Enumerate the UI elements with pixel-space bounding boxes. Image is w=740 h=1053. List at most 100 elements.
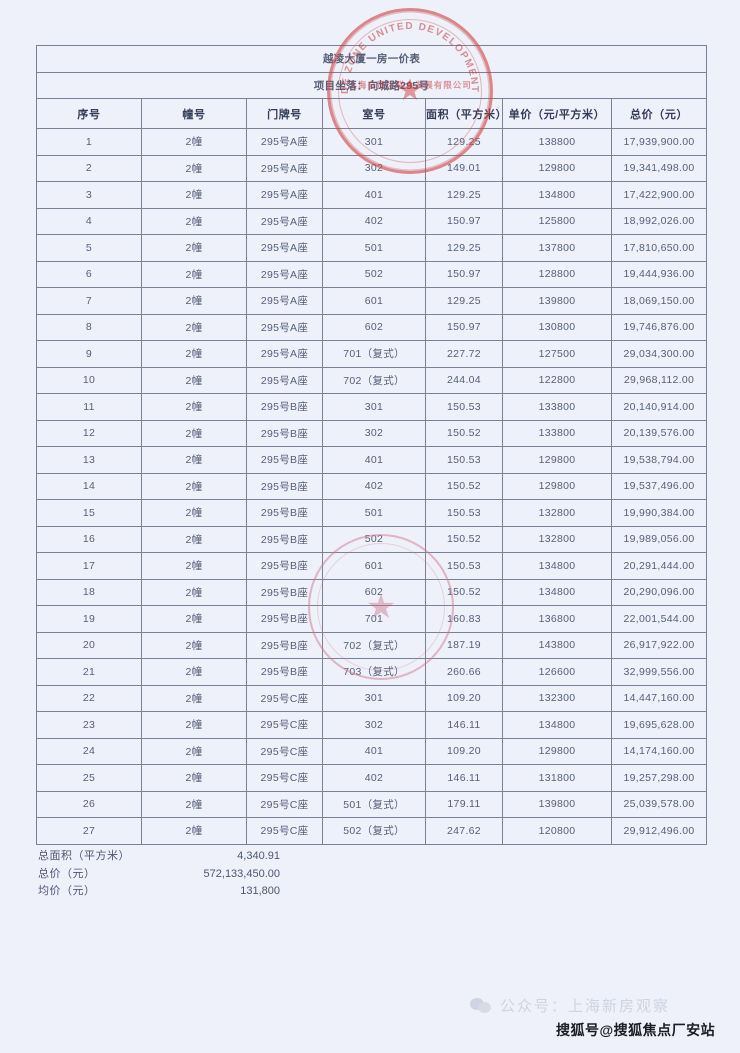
cell-building: 2幢 bbox=[141, 393, 247, 421]
table-row: 4 2幢 295号A座 402 150.97 125800 18,992,026.00 bbox=[36, 207, 708, 235]
cell-address: 295号A座 bbox=[246, 287, 323, 315]
cell-area: 227.72 bbox=[425, 340, 503, 368]
cell-unit-price: 126600 bbox=[502, 658, 612, 686]
cell-building: 2幢 bbox=[141, 711, 247, 739]
cell-index: 4 bbox=[36, 207, 142, 235]
cell-unit-price: 129800 bbox=[502, 446, 612, 474]
cell-building: 2幢 bbox=[141, 181, 247, 209]
cell-building: 2幢 bbox=[141, 817, 247, 845]
cell-area: 129.25 bbox=[425, 287, 503, 315]
table-row: 27 2幢 295号C座 502（复式） 247.62 120800 29,912,496.… bbox=[36, 817, 708, 845]
table-row: 23 2幢 295号C座 302 146.11 134800 19,695,628.00 bbox=[36, 711, 708, 739]
cell-total: 25,039,578.00 bbox=[610, 790, 708, 818]
cell-unit: 402 bbox=[322, 764, 426, 792]
cell-unit: 501（复式） bbox=[322, 790, 426, 818]
cell-building: 2幢 bbox=[141, 472, 247, 500]
cell-unit: 401 bbox=[322, 181, 426, 209]
cell-total: 17,939,900.00 bbox=[610, 128, 708, 156]
cell-building: 2幢 bbox=[141, 631, 247, 659]
cell-area: 150.52 bbox=[425, 578, 503, 606]
cell-index: 22 bbox=[36, 684, 142, 712]
cell-area: 150.53 bbox=[425, 499, 503, 527]
wechat-icon bbox=[470, 997, 492, 1015]
cell-address: 295号C座 bbox=[246, 764, 323, 792]
cell-area: 146.11 bbox=[425, 711, 503, 739]
cell-unit: 601 bbox=[322, 552, 426, 580]
cell-building: 2幢 bbox=[141, 287, 247, 315]
cell-index: 20 bbox=[36, 631, 142, 659]
cell-building: 2幢 bbox=[141, 154, 247, 182]
cell-building: 2幢 bbox=[141, 313, 247, 341]
cell-building: 2幢 bbox=[141, 578, 247, 606]
cell-index: 25 bbox=[36, 764, 142, 792]
cell-index: 6 bbox=[36, 260, 142, 288]
cell-area: 187.19 bbox=[425, 631, 503, 659]
cell-index: 2 bbox=[36, 154, 142, 182]
table-row: 16 2幢 295号B座 502 150.52 132800 19,989,056.00 bbox=[36, 525, 708, 553]
cell-unit-price: 122800 bbox=[502, 366, 612, 394]
cell-index: 13 bbox=[36, 446, 142, 474]
cell-unit: 502（复式） bbox=[322, 817, 426, 845]
cell-index: 27 bbox=[36, 817, 142, 845]
table-row: 5 2幢 295号A座 501 129.25 137800 17,810,650.00 bbox=[36, 234, 708, 262]
cell-building: 2幢 bbox=[141, 790, 247, 818]
summary-row: 总面积（平方米） 4,340.91 bbox=[38, 848, 280, 866]
column-header-unit: 室号 bbox=[322, 98, 426, 129]
cell-index: 8 bbox=[36, 313, 142, 341]
cell-area: 247.62 bbox=[425, 817, 503, 845]
cell-index: 11 bbox=[36, 393, 142, 421]
cell-total: 14,447,160.00 bbox=[610, 684, 708, 712]
cell-area: 150.97 bbox=[425, 313, 503, 341]
cell-unit-price: 132800 bbox=[502, 525, 612, 553]
cell-unit: 502 bbox=[322, 525, 426, 553]
cell-unit-price: 132800 bbox=[502, 499, 612, 527]
cell-index: 15 bbox=[36, 499, 142, 527]
cell-address: 295号A座 bbox=[246, 128, 323, 156]
subtitle-row: 项目坐落：向城路295号 bbox=[35, 71, 708, 99]
table-row: 19 2幢 295号B座 701 160.83 136800 22,001,544.00 bbox=[36, 605, 708, 633]
cell-unit-price: 138800 bbox=[502, 128, 612, 156]
cell-index: 23 bbox=[36, 711, 142, 739]
cell-total: 19,538,794.00 bbox=[610, 446, 708, 474]
cell-index: 1 bbox=[36, 128, 142, 156]
wechat-account-label: 公众号：上海新房观察 bbox=[500, 998, 671, 1015]
table-row: 2 2幢 295号A座 302 149.01 129800 19,341,498.00 bbox=[36, 154, 708, 182]
summary-label: 均价（元） bbox=[38, 885, 96, 897]
cell-index: 21 bbox=[36, 658, 142, 686]
cell-unit-price: 134800 bbox=[502, 711, 612, 739]
cell-index: 18 bbox=[36, 578, 142, 606]
cell-total: 19,989,056.00 bbox=[610, 525, 708, 553]
price-table: 越凌大厦一房一价表 项目坐落：向城路295号 序号 幢号 门牌号 室号 面积（平… bbox=[35, 45, 708, 845]
cell-total: 17,810,650.00 bbox=[610, 234, 708, 262]
cell-index: 9 bbox=[36, 340, 142, 368]
table-row: 11 2幢 295号B座 301 150.53 133800 20,140,914.00 bbox=[36, 393, 708, 421]
wechat-watermark: 公众号：上海新房观察 bbox=[470, 995, 670, 1016]
wechat-bubble-small bbox=[478, 1001, 491, 1013]
cell-index: 16 bbox=[36, 525, 142, 553]
cell-building: 2幢 bbox=[141, 525, 247, 553]
cell-unit-price: 134800 bbox=[502, 578, 612, 606]
cell-area: 129.25 bbox=[425, 128, 503, 156]
cell-index: 7 bbox=[36, 287, 142, 315]
cell-unit: 402 bbox=[322, 207, 426, 235]
table-row: 3 2幢 295号A座 401 129.25 134800 17,422,900.00 bbox=[36, 181, 708, 209]
title-row: 越凌大厦一房一价表 bbox=[35, 45, 708, 73]
column-header-total: 总价（元） bbox=[610, 98, 708, 129]
cell-area: 179.11 bbox=[425, 790, 503, 818]
cell-unit-price: 129800 bbox=[502, 737, 612, 765]
cell-total: 18,992,026.00 bbox=[610, 207, 708, 235]
table-row: 13 2幢 295号B座 401 150.53 129800 19,538,794.00 bbox=[36, 446, 708, 474]
cell-unit: 703（复式） bbox=[322, 658, 426, 686]
project-location: 项目坐落：向城路295号 bbox=[35, 71, 708, 99]
cell-area: 160.83 bbox=[425, 605, 503, 633]
cell-area: 150.53 bbox=[425, 552, 503, 580]
cell-address: 295号A座 bbox=[246, 366, 323, 394]
cell-address: 295号B座 bbox=[246, 578, 323, 606]
cell-unit-price: 127500 bbox=[502, 340, 612, 368]
cell-area: 150.52 bbox=[425, 525, 503, 553]
cell-address: 295号C座 bbox=[246, 817, 323, 845]
cell-total: 18,069,150.00 bbox=[610, 287, 708, 315]
summary-block: 总面积（平方米） 4,340.91 总价（元） 572,133,450.00 均价（元）… bbox=[38, 848, 280, 901]
cell-building: 2幢 bbox=[141, 446, 247, 474]
cell-area: 109.20 bbox=[425, 737, 503, 765]
